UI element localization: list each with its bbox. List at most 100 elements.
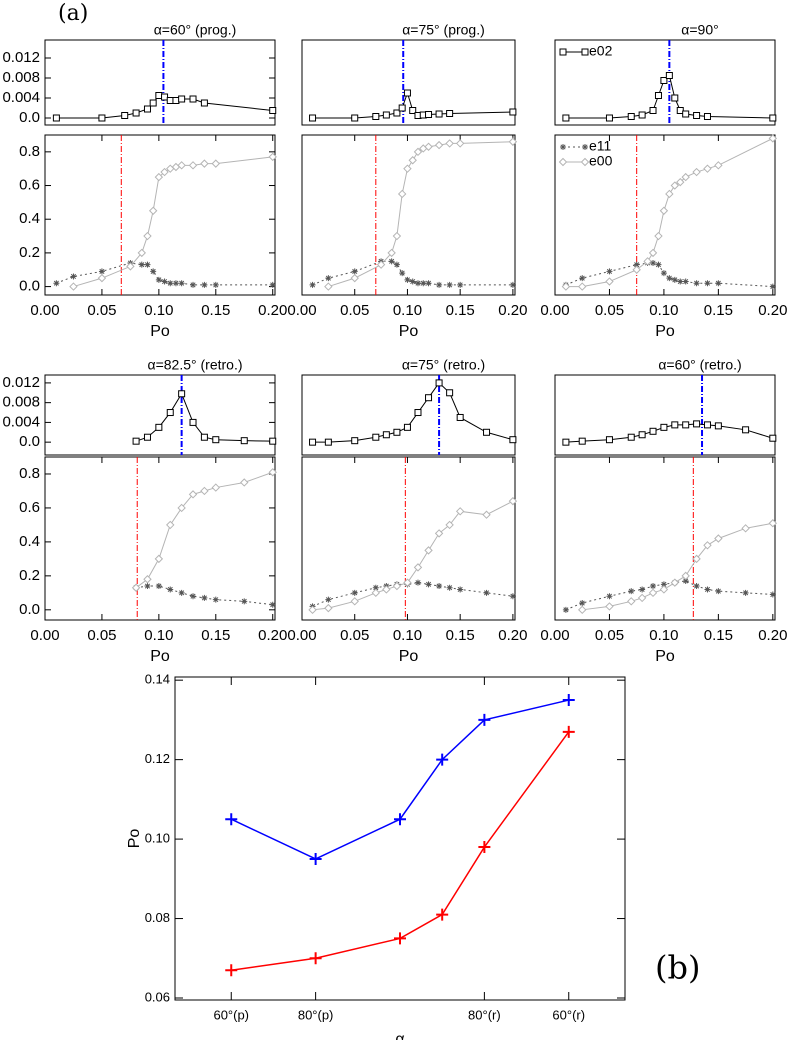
x-axis-label: Po [150,648,170,665]
marker [269,601,276,608]
x-tick-label: 0.00 [30,627,59,644]
marker [682,577,689,584]
marker [144,261,151,268]
marker [121,112,129,119]
marker [403,164,412,173]
marker [425,581,432,588]
marker [562,438,570,446]
marker [637,593,647,603]
chart-title: α=90° [681,22,718,38]
x-tick-label: 0.10 [393,302,422,319]
marker [155,583,162,590]
marker [178,280,185,287]
series-line [231,731,570,971]
marker [189,418,197,426]
marker [268,152,277,162]
marker [650,260,657,266]
marker [177,161,186,170]
marker [627,113,635,120]
marker [143,575,152,584]
marker [643,257,652,266]
plot-frame [174,676,626,1001]
marker [633,261,640,268]
marker [387,248,396,258]
y-tick-label: 0.008 [2,394,40,411]
marker [436,583,443,590]
series-line [312,91,513,119]
marker [325,596,332,603]
marker [483,428,491,436]
series-line [565,137,774,288]
marker [682,110,690,118]
marker [155,276,162,283]
marker [714,161,723,170]
series-line [312,260,513,286]
marker [457,281,464,288]
chart-title: α=75° (retro.) [402,357,485,373]
marker [70,273,77,280]
marker [671,276,678,283]
marker [393,261,400,268]
marker [240,478,249,487]
chart-title: α=60° (prog.) [154,22,237,38]
marker [388,258,395,265]
marker [693,112,701,119]
plot-frame [301,456,516,621]
series-line [56,262,273,286]
marker [638,111,646,119]
marker [483,589,490,596]
marker [308,605,317,615]
marker [425,111,433,118]
x-tick-label: 0.05 [87,302,116,319]
marker [559,48,567,56]
marker [190,281,197,288]
marker [143,231,152,241]
x-tick-label: 0.05 [340,302,369,319]
marker [178,390,186,398]
marker [659,206,669,215]
x-tick-label: 0.15 [201,627,230,644]
marker [693,583,700,590]
marker [666,275,673,282]
marker [578,605,587,615]
series-line [565,580,773,611]
marker [53,280,60,287]
marker [177,503,186,513]
marker [52,114,60,122]
marker [482,510,491,519]
marker [660,77,668,84]
marker [659,585,669,594]
marker [403,423,411,431]
marker [445,520,454,530]
marker [97,273,107,283]
marker [660,581,667,588]
marker [132,109,140,117]
marker [409,107,417,114]
marker [660,270,667,277]
x-tick-label: 0.05 [340,627,369,644]
marker [126,262,135,271]
marker [350,273,359,283]
marker [692,554,701,564]
marker [639,586,646,593]
series-line [328,141,513,288]
y-tick-label: 0.0 [19,433,40,450]
marker [178,95,186,103]
marker [671,94,679,102]
marker [579,600,586,607]
marker [382,585,391,594]
marker [605,602,614,611]
marker [382,431,390,439]
marker [150,268,157,275]
marker [201,281,208,288]
marker [269,281,276,288]
x-tick-label: 0.10 [649,302,678,319]
plot-frame [44,456,276,621]
marker [562,114,570,122]
marker [420,280,427,287]
marker [414,280,421,287]
marker [324,603,333,613]
marker [670,578,680,587]
y-tick-label: 0.4 [19,210,40,227]
marker [435,379,443,387]
